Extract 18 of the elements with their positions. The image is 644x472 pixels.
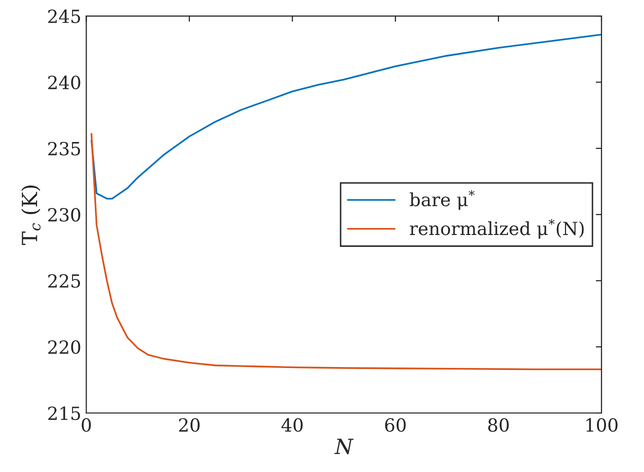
x-axis-title: N [334, 438, 354, 454]
y-tick-label: 225 [48, 274, 80, 288]
y-tick-label: 235 [48, 142, 80, 156]
y-tick-label: 215 [48, 406, 80, 420]
y-axis-title: T$_{c}$ (K) [21, 186, 41, 245]
x-tick-label: 40 [281, 418, 303, 432]
legend-label: bare μ$^{*}$ [410, 190, 475, 210]
x-tick-label: 60 [385, 418, 406, 432]
x-tick-label: 100 [586, 418, 618, 432]
legend-label: renormalized μ$^{*}$(N) [410, 219, 584, 239]
line-series [90, 132, 602, 370]
y-tick-label: 220 [48, 340, 80, 354]
y-tick-label: 230 [48, 208, 80, 222]
x-tick-label: 20 [179, 418, 200, 432]
x-tick-label: 80 [488, 418, 509, 432]
x-tick-label: 0 [82, 418, 91, 432]
y-tick-label: 240 [48, 76, 80, 90]
y-tick-label: 245 [48, 10, 80, 24]
